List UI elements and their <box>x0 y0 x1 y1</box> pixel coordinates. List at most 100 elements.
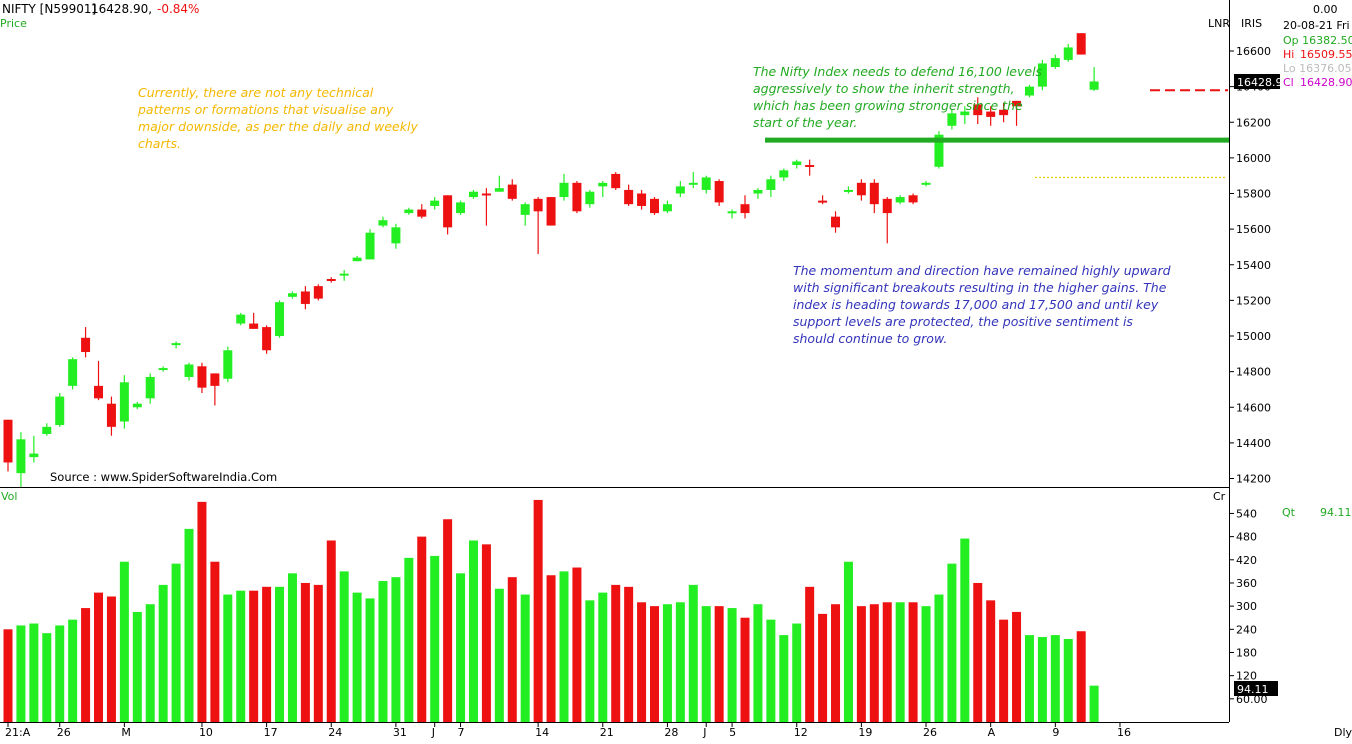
volume-bar <box>352 592 362 722</box>
candle-body <box>611 173 621 189</box>
price-tick-label: 16200 <box>1236 116 1271 129</box>
volume-tick-label: 300 <box>1236 600 1257 613</box>
candle <box>236 312 246 326</box>
candle-body <box>249 323 259 329</box>
candle <box>843 186 853 194</box>
candle <box>106 396 116 436</box>
volume-bar <box>766 619 776 722</box>
volume-bar <box>494 588 504 722</box>
qt-label: Qt <box>1282 506 1296 519</box>
candle <box>94 360 104 401</box>
candle <box>520 202 530 226</box>
volume-bar <box>753 604 763 722</box>
candle-body <box>275 302 285 336</box>
volume-bar <box>145 604 155 722</box>
candle-body <box>68 359 78 386</box>
candle-body <box>598 182 608 187</box>
candle <box>404 207 414 215</box>
volume-bar <box>443 519 453 722</box>
candle-body <box>520 204 530 215</box>
candle <box>559 173 569 201</box>
candle <box>210 373 220 406</box>
volume-bar <box>391 577 401 722</box>
candle-body <box>1037 63 1047 87</box>
candle <box>869 179 879 214</box>
candle-body <box>701 177 711 190</box>
volume-bar <box>55 625 65 722</box>
candle <box>171 341 181 349</box>
price-tick-label: 14400 <box>1236 437 1271 450</box>
candle <box>805 159 815 176</box>
volume-bar <box>16 625 26 722</box>
date-tick-label: J <box>702 726 706 739</box>
date-tick-label: 16 <box>1117 726 1131 739</box>
price-panel-label: Price <box>0 17 27 30</box>
price-tick-label: 15400 <box>1236 259 1271 272</box>
volume-bar <box>106 596 116 722</box>
candle <box>249 312 259 329</box>
price-tick-label: 15200 <box>1236 294 1271 307</box>
volume-bar <box>468 540 478 722</box>
volume-bar <box>456 573 466 722</box>
candle <box>701 175 711 194</box>
volume-tick-label: 60.00 <box>1236 693 1268 706</box>
candle <box>908 193 918 205</box>
volume-bar <box>831 604 841 722</box>
volume-bar <box>792 623 802 722</box>
price-tick-label: 16600 <box>1236 45 1271 58</box>
volume-bar <box>249 590 259 722</box>
volume-bar <box>688 584 698 722</box>
info-high-value: 16509.55 <box>1300 48 1352 61</box>
volume-panel-label: Vol <box>1 490 17 503</box>
candle <box>921 181 931 187</box>
candle <box>326 277 336 283</box>
candle-body <box>688 182 698 185</box>
volume-bar <box>934 594 944 722</box>
volume-bar <box>68 619 78 722</box>
volume-bar <box>430 555 440 722</box>
annotation-no-downside: Currently, there are not any technical p… <box>138 85 418 151</box>
volume-bar <box>223 594 233 722</box>
candle-body <box>339 273 349 276</box>
candle-body <box>456 202 466 214</box>
candle <box>1024 84 1034 98</box>
candle <box>533 197 543 255</box>
volume-bar <box>378 581 388 722</box>
info-date: 20-08-21 Fri <box>1283 19 1350 32</box>
volume-bar <box>611 584 621 722</box>
volume-value-box-text: 94.11 <box>1237 683 1269 696</box>
volume-bar <box>81 608 91 722</box>
volume-bar <box>1012 611 1022 722</box>
volume-bar <box>843 561 853 722</box>
candle <box>1037 59 1047 91</box>
volume-bar <box>1037 637 1047 722</box>
candle <box>740 195 750 219</box>
candle-body <box>94 385 104 399</box>
candle-body <box>650 198 659 214</box>
candle <box>688 172 698 189</box>
candle-body <box>365 232 375 260</box>
price-tick-label: 14200 <box>1236 473 1271 486</box>
candle <box>1063 43 1073 62</box>
last-price-box-text: 16428.9 <box>1237 76 1283 89</box>
candle <box>856 179 866 201</box>
candle-body <box>262 327 272 351</box>
candle-body <box>960 111 970 116</box>
candle-body <box>313 286 323 299</box>
volume-bar <box>3 629 13 722</box>
volume-bar <box>197 501 207 722</box>
candle <box>999 102 1009 123</box>
volume-bar <box>184 528 194 722</box>
candle-body <box>197 366 207 388</box>
candle <box>184 362 194 381</box>
volume-bar <box>42 633 52 722</box>
candle <box>29 435 39 463</box>
candle <box>158 366 168 372</box>
volume-bar <box>818 613 828 722</box>
candle-body <box>792 161 802 165</box>
candle <box>753 188 763 199</box>
date-tick-label: 21 <box>600 726 614 739</box>
candle-body <box>753 189 763 194</box>
volume-tick-label: 180 <box>1236 646 1257 659</box>
candle <box>1076 33 1086 55</box>
